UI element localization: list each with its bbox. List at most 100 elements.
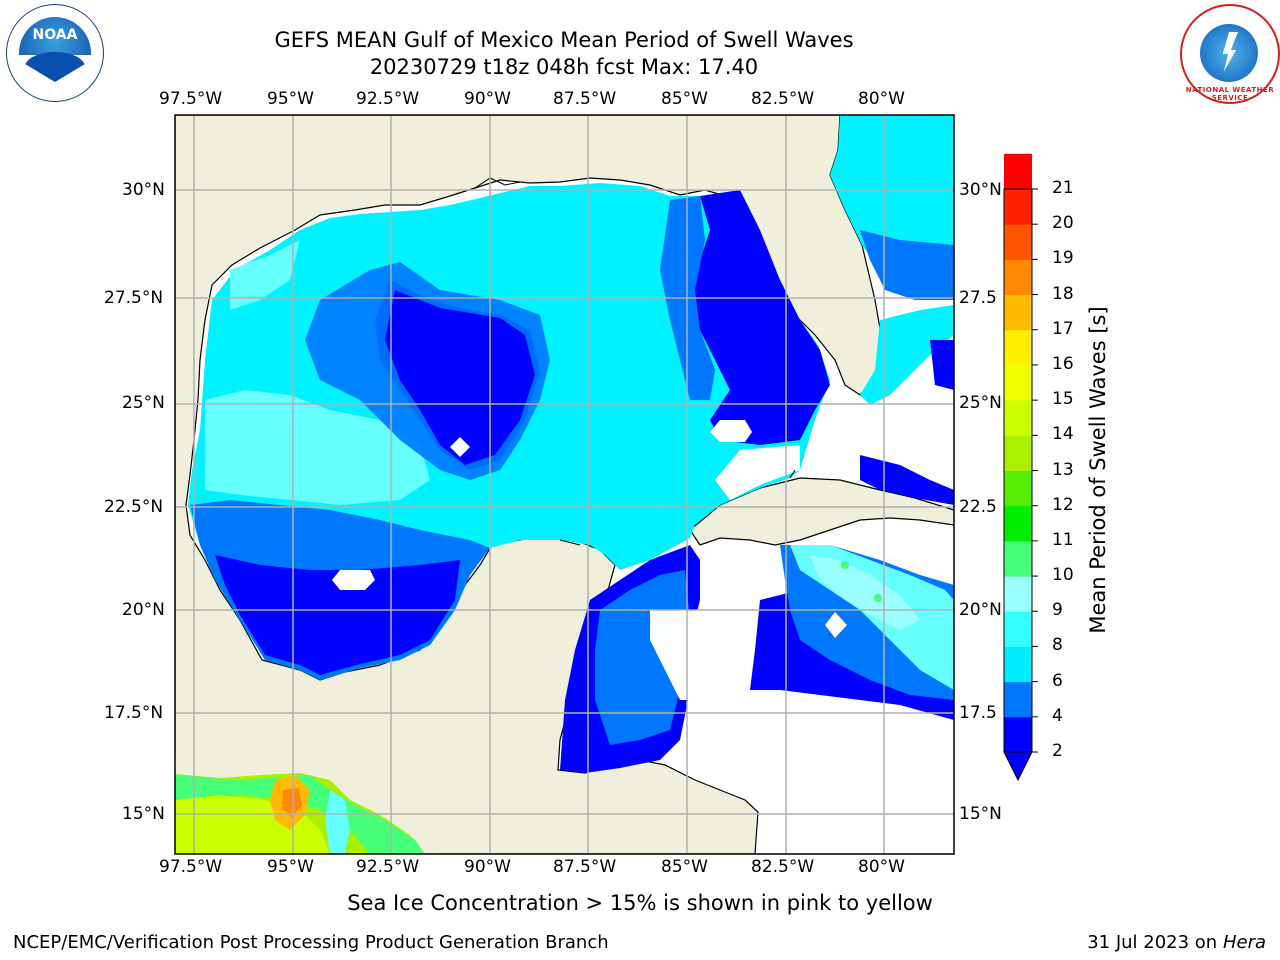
machine-name: Hera (1222, 932, 1266, 953)
lon-label-bottom: 80°W (858, 857, 905, 877)
lat-label-right: 15°N (959, 804, 1002, 824)
colorbar-segment (1004, 435, 1032, 471)
nws-logo-text: NATIONAL WEATHER SERVICE (1185, 86, 1275, 102)
lat-label-left: 20°N (122, 600, 165, 620)
swell-2s-central-core (385, 290, 535, 465)
colorbar-tick-label: 17 (1052, 318, 1074, 339)
colorbar-tick-label: 20 (1052, 213, 1074, 234)
lon-label-top: 97.5°W (159, 89, 223, 109)
colorbar-tick-label: 2 (1052, 741, 1063, 761)
noaa-logo: NOAA (6, 4, 104, 102)
producer-credit: NCEP/EMC/Verification Post Processing Pr… (13, 932, 609, 953)
lon-label-top: 82.5°W (751, 89, 815, 109)
noaa-logo-text: NOAA (32, 27, 78, 43)
lon-label-bottom: 95°W (267, 857, 314, 877)
lon-label-top: 95°W (267, 89, 314, 109)
colorbar-segment (1004, 470, 1032, 507)
swell-10s-spot (841, 561, 849, 569)
colorbar-segment (1004, 294, 1032, 331)
colorbar-label: Mean Period of Swell Waves [s] (1086, 306, 1110, 634)
colorbar-segment (1004, 611, 1032, 647)
run-date: 31 Jul 2023 on Hera (1087, 932, 1266, 953)
lon-label-top: 80°W (858, 89, 905, 109)
lat-label-left: 30°N (122, 180, 165, 200)
colorbar-segment (1004, 329, 1032, 366)
colorbar-tick-label: 10 (1052, 565, 1074, 586)
lon-label-bottom: 87.5°W (553, 857, 617, 877)
lat-gridlines (175, 189, 954, 815)
swell-9s-caribbean (810, 555, 920, 630)
land-cuba (689, 477, 954, 546)
ocean-mask-hole-7 (715, 445, 800, 500)
colorbar-tick-label: 19 (1052, 248, 1074, 269)
swell-2s-east (690, 190, 830, 445)
run-date-text: 31 Jul 2023 on (1087, 932, 1223, 953)
colorbar-tick-label: 18 (1052, 283, 1074, 304)
lat-label-left: 17.5°N (104, 703, 164, 723)
colorbar-segment (1004, 681, 1032, 718)
lat-label-left: 27.5°N (104, 288, 164, 308)
swell-2s-southwest (215, 555, 460, 675)
ocean-mask-hole (450, 437, 470, 457)
colorbar-tick-label: 21 (1052, 178, 1074, 198)
colorbar-frame (1003, 188, 1033, 753)
lat-label-left: 22.5°N (104, 497, 164, 517)
colorbar-tick-label: 8 (1052, 635, 1063, 656)
ocean-mask-hole-3 (710, 420, 752, 442)
colorbar-tick-label: 6 (1052, 670, 1063, 691)
lat-label-right: 30°N (959, 180, 1002, 200)
colorbar-tick-label: 12 (1052, 494, 1074, 515)
colorbar-segment (1004, 400, 1032, 436)
colorbar-tick-label: 13 (1052, 459, 1074, 480)
colorbar-tick-label: 11 (1052, 529, 1074, 550)
lat-label-right: 22.5 (959, 497, 997, 517)
lat-label-right: 25°N (959, 393, 1002, 413)
colorbar-segment (1004, 259, 1032, 296)
lon-label-bottom: 82.5°W (751, 857, 815, 877)
lon-label-bottom: 97.5°W (159, 857, 223, 877)
swell-8s-region (205, 390, 430, 505)
swell-2s-bahamas (930, 340, 954, 390)
colorbar-segment (1004, 540, 1032, 577)
lat-label-right: 27.5 (959, 288, 997, 308)
colorbar-tick-label: 4 (1052, 705, 1063, 726)
lon-gridlines (193, 115, 885, 854)
colorbar-tick-label: 15 (1052, 389, 1074, 410)
colorbar-segment (1004, 716, 1032, 753)
map-frame (174, 114, 955, 855)
colorbar-segment (1004, 505, 1032, 542)
lon-label-top: 87.5°W (553, 89, 617, 109)
swell-10s-pacific (175, 774, 425, 854)
colorbar-segment (1004, 364, 1032, 401)
colorbar-segment (1004, 153, 1032, 190)
lon-label-bottom: 92.5°W (356, 857, 420, 877)
lat-label-right: 20°N (959, 600, 1002, 620)
ocean-mask-hole-2 (332, 570, 375, 590)
swell-10s-spot-2 (874, 594, 882, 602)
ocean-mask-hole-6 (900, 395, 954, 485)
chart-subtitle: 20230729 t18z 048h fcst Max: 17.40 (369, 55, 759, 79)
lat-label-left: 25°N (122, 393, 165, 413)
lon-label-top: 90°W (464, 89, 511, 109)
ocean-mask-hole-4 (825, 612, 847, 638)
colorbar-segment (1004, 189, 1032, 225)
colorbar-tick-label: 14 (1052, 424, 1074, 445)
lon-label-bottom: 85°W (661, 857, 708, 877)
lon-label-bottom: 90°W (464, 857, 511, 877)
colorbar-segment (1004, 646, 1032, 683)
colorbar-segment (1004, 224, 1032, 260)
colorbar-segment (1004, 576, 1032, 612)
lat-label-left: 15°N (122, 804, 165, 824)
lon-label-top: 85°W (661, 89, 708, 109)
swell-17s-pacific (282, 788, 302, 818)
chart-title: GEFS MEAN Gulf of Mexico Mean Period of … (274, 28, 854, 52)
swell-8s-pacific (325, 790, 350, 854)
swell-8s-region-2 (230, 240, 300, 310)
colorbar-tick-label: 9 (1052, 600, 1063, 621)
coastline-detail (474, 177, 796, 546)
lon-label-top: 92.5°W (356, 89, 420, 109)
colorbar-tick-label: 16 (1052, 353, 1074, 374)
lat-label-right: 17.5 (959, 703, 997, 723)
nws-logo: NATIONAL WEATHER SERVICE (1180, 4, 1280, 104)
